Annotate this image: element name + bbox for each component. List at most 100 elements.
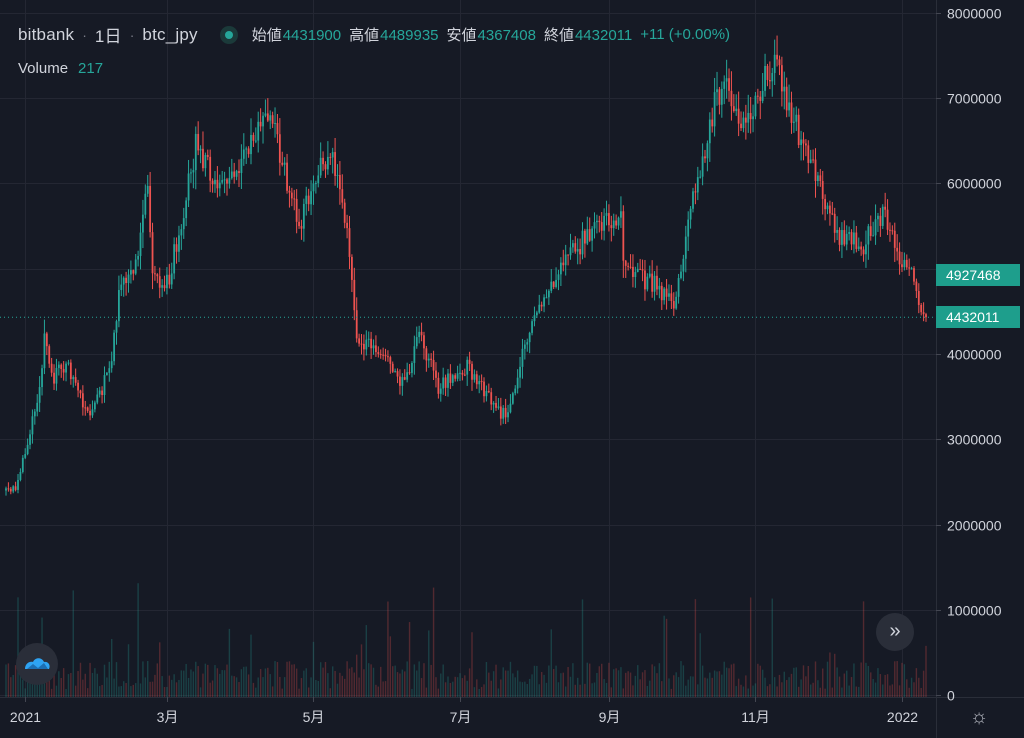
candle-body <box>245 148 248 150</box>
symbol-legend: bitbank · 1日 · btc_jpy 始値4431900 高値44899… <box>18 22 730 47</box>
candle-body <box>596 220 598 223</box>
x-tick-label: 9月 <box>599 709 621 725</box>
candle-body <box>687 219 690 237</box>
volume-bar <box>43 680 46 697</box>
volume-bar <box>805 676 807 697</box>
candle-body <box>881 206 884 226</box>
candle-body <box>764 65 766 91</box>
volume-bar <box>259 669 262 697</box>
volume-bar <box>745 675 747 697</box>
candle-body <box>93 402 96 410</box>
candle-body <box>238 171 240 173</box>
candle-body <box>490 392 493 405</box>
candle-body <box>917 291 920 305</box>
volume-bar <box>209 682 211 697</box>
volume-bar <box>663 615 665 697</box>
candle-body <box>857 246 860 249</box>
volume-bar <box>79 662 82 697</box>
volume-bar <box>82 679 84 697</box>
cloud-logo-icon[interactable] <box>16 643 58 685</box>
candle-body <box>663 288 666 301</box>
volume-bar <box>60 678 62 697</box>
volume-bar <box>38 679 41 697</box>
volume-bar <box>771 598 773 697</box>
volume-bar <box>211 680 214 697</box>
candle-body <box>788 102 790 111</box>
volume-bar <box>115 662 118 697</box>
volume-bar <box>228 628 231 697</box>
candle-body <box>771 72 774 82</box>
volume-bar <box>483 684 485 697</box>
volume-bar <box>303 670 305 697</box>
candle-body <box>110 361 113 369</box>
candle-body <box>423 335 425 349</box>
candle-body <box>274 123 276 125</box>
candle-body <box>269 115 272 121</box>
candle-body <box>689 208 692 220</box>
volume-bar <box>372 667 375 697</box>
volume-bar <box>411 688 413 697</box>
candle-body <box>646 276 649 290</box>
volume-bar <box>231 675 233 697</box>
volume-bar <box>243 666 245 697</box>
candle-body <box>804 143 807 146</box>
scroll-to-latest-button[interactable]: » <box>876 613 914 651</box>
volume-bar <box>235 677 238 697</box>
time-axis[interactable]: 2021 3月 5月 7月 9月 11月 2022 <box>10 697 918 725</box>
volume-bar <box>348 668 351 697</box>
candle-body <box>502 407 505 419</box>
candle-body <box>367 338 370 340</box>
volume-bar <box>276 662 279 697</box>
candle-body <box>233 171 236 177</box>
volume-bar <box>24 688 26 697</box>
volume-bar <box>589 663 591 697</box>
volume-bar <box>118 686 120 697</box>
volume-bar <box>526 683 528 697</box>
candle-body <box>48 346 51 364</box>
candle-body <box>319 157 322 176</box>
candle-body <box>865 244 867 255</box>
candle-body <box>230 171 233 179</box>
volume-bar <box>504 670 507 697</box>
candle-body <box>860 246 863 250</box>
volume-bar <box>769 684 771 697</box>
volume-bar <box>694 599 697 697</box>
candle-body <box>103 375 106 396</box>
candle-body <box>754 95 757 117</box>
volume-bar <box>377 686 380 697</box>
candle-body <box>105 372 108 376</box>
y-tick-label: 2000000 <box>947 518 1002 534</box>
volume-bar <box>449 682 452 697</box>
candle-body <box>526 342 529 345</box>
volume-bar <box>749 597 752 697</box>
candle-body <box>555 279 557 287</box>
candle-body <box>408 372 411 374</box>
candle-body <box>199 148 202 151</box>
candle-body <box>406 372 409 380</box>
interval-label[interactable]: 1日 <box>94 27 122 46</box>
low-number: 4367408 <box>477 27 536 44</box>
volume-bar <box>305 668 307 697</box>
volume-bar <box>617 670 620 697</box>
candle-body <box>843 230 846 245</box>
volume-bar <box>793 667 795 697</box>
volume-bar <box>295 668 298 697</box>
volume-bar <box>836 667 838 697</box>
y-tick-label: 7000000 <box>947 91 1002 107</box>
price-axis[interactable]: 0100000020000003000000400000050000006000… <box>936 6 1002 704</box>
candle-body <box>242 149 245 159</box>
volume-label: Volume <box>18 60 69 77</box>
candle-body <box>55 367 58 384</box>
candle-body <box>130 270 132 275</box>
candle-body <box>543 297 545 307</box>
candle-body <box>180 229 183 236</box>
candle-body <box>564 254 567 266</box>
symbol-name[interactable]: btc_jpy <box>142 24 198 44</box>
volume-bar <box>478 688 480 697</box>
settings-gear-icon[interactable]: ☼ <box>969 706 989 728</box>
candle-body <box>336 174 339 176</box>
candle-body <box>341 189 344 203</box>
candle-body <box>776 54 778 60</box>
